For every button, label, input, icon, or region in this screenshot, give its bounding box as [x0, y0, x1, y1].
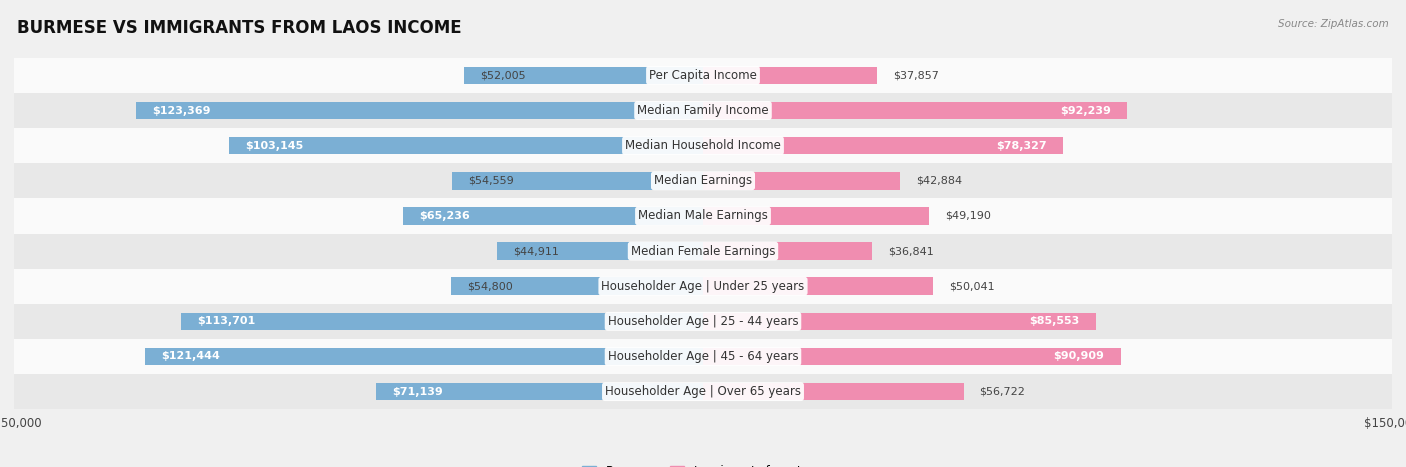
Text: $78,327: $78,327 — [995, 141, 1046, 151]
Bar — [377, 383, 703, 400]
Bar — [14, 163, 1392, 198]
Bar — [703, 137, 1063, 155]
Bar — [14, 198, 1392, 234]
Bar — [136, 102, 703, 119]
Bar — [703, 172, 900, 190]
Bar — [703, 102, 1126, 119]
Text: Median Earnings: Median Earnings — [654, 174, 752, 187]
Bar — [451, 277, 703, 295]
Bar — [703, 277, 932, 295]
Bar — [703, 383, 963, 400]
Text: $121,444: $121,444 — [162, 352, 221, 361]
Text: $123,369: $123,369 — [152, 106, 211, 115]
Text: Householder Age | 45 - 64 years: Householder Age | 45 - 64 years — [607, 350, 799, 363]
Text: $36,841: $36,841 — [889, 246, 934, 256]
Text: Per Capita Income: Per Capita Income — [650, 69, 756, 82]
Text: $54,559: $54,559 — [468, 176, 515, 186]
Text: $56,722: $56,722 — [980, 387, 1025, 396]
Text: Median Family Income: Median Family Income — [637, 104, 769, 117]
Bar — [464, 67, 703, 84]
Text: Median Female Earnings: Median Female Earnings — [631, 245, 775, 258]
Text: $49,190: $49,190 — [945, 211, 991, 221]
Text: Householder Age | 25 - 44 years: Householder Age | 25 - 44 years — [607, 315, 799, 328]
Text: $50,041: $50,041 — [949, 281, 994, 291]
Text: $44,911: $44,911 — [513, 246, 558, 256]
Text: $71,139: $71,139 — [392, 387, 443, 396]
Text: Householder Age | Over 65 years: Householder Age | Over 65 years — [605, 385, 801, 398]
Bar — [14, 58, 1392, 93]
Bar — [14, 269, 1392, 304]
Bar — [14, 128, 1392, 163]
Bar — [14, 93, 1392, 128]
Bar — [145, 348, 703, 365]
Text: $92,239: $92,239 — [1060, 106, 1111, 115]
Bar — [181, 312, 703, 330]
Text: $54,800: $54,800 — [467, 281, 513, 291]
Bar — [14, 339, 1392, 374]
Bar — [496, 242, 703, 260]
Bar — [14, 304, 1392, 339]
Text: $113,701: $113,701 — [197, 316, 254, 326]
Bar — [703, 312, 1095, 330]
Text: Median Household Income: Median Household Income — [626, 139, 780, 152]
Text: $90,909: $90,909 — [1053, 352, 1105, 361]
Bar — [404, 207, 703, 225]
Text: $65,236: $65,236 — [419, 211, 470, 221]
Text: $37,857: $37,857 — [893, 71, 939, 80]
Text: Householder Age | Under 25 years: Householder Age | Under 25 years — [602, 280, 804, 293]
Text: Median Male Earnings: Median Male Earnings — [638, 209, 768, 222]
Bar — [703, 67, 877, 84]
Text: $103,145: $103,145 — [245, 141, 304, 151]
Text: Source: ZipAtlas.com: Source: ZipAtlas.com — [1278, 19, 1389, 28]
Bar — [453, 172, 703, 190]
Legend: Burmese, Immigrants from Laos: Burmese, Immigrants from Laos — [578, 460, 828, 467]
Bar — [229, 137, 703, 155]
Bar — [703, 242, 872, 260]
Bar — [703, 348, 1121, 365]
Text: $42,884: $42,884 — [917, 176, 962, 186]
Text: BURMESE VS IMMIGRANTS FROM LAOS INCOME: BURMESE VS IMMIGRANTS FROM LAOS INCOME — [17, 19, 461, 37]
Text: $52,005: $52,005 — [481, 71, 526, 80]
Bar — [14, 234, 1392, 269]
Bar — [14, 374, 1392, 409]
Bar — [703, 207, 929, 225]
Text: $85,553: $85,553 — [1029, 316, 1080, 326]
